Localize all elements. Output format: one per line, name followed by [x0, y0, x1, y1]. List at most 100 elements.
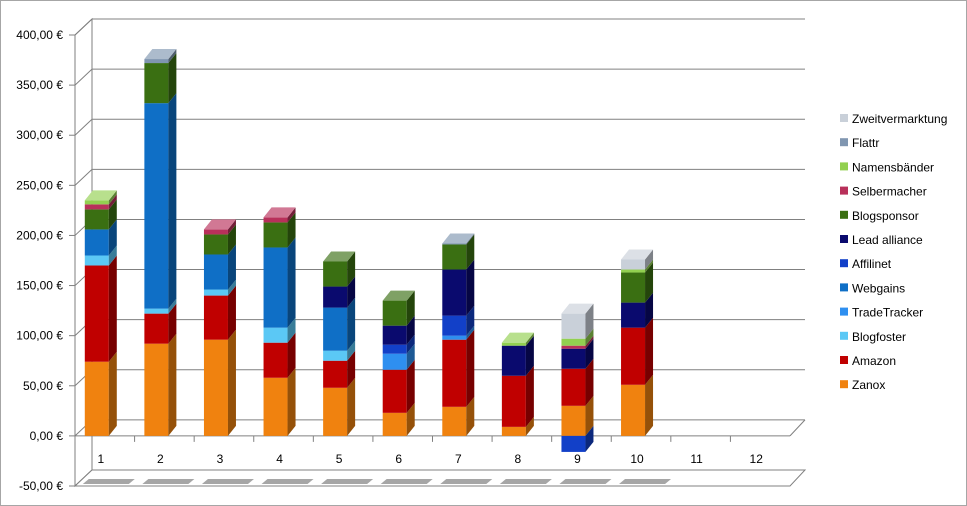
bar-side — [585, 335, 594, 349]
legend-swatch — [840, 235, 848, 243]
bar-segment-zanox — [501, 416, 534, 436]
bar-segment-webgains — [323, 297, 356, 351]
bar-segment-zanox — [323, 377, 356, 436]
legend-item: Blogsponsor — [840, 209, 919, 223]
bar-segment-namensb-nder — [621, 259, 654, 273]
bar-segment-zanox — [203, 329, 236, 436]
bar-front — [442, 315, 467, 336]
legend: Zweitvermarktung Flattr Namensbänder Selber… — [840, 112, 947, 392]
x-tick-label: 1 — [97, 452, 104, 466]
bar-front — [442, 406, 467, 436]
legend-label: Blogsponsor — [852, 209, 919, 223]
bar-front — [621, 259, 646, 270]
bar-top — [621, 249, 654, 260]
legend-swatch — [840, 259, 848, 268]
bar-side — [347, 251, 356, 287]
bar-segment-amazon — [144, 303, 177, 344]
bar-side — [168, 93, 177, 309]
bar-segment-webgains — [144, 93, 177, 309]
y-tick-label: 250,00 € — [16, 178, 63, 192]
bar-segment-lead-alliance — [561, 338, 594, 369]
y-tick-label: 100,00 € — [16, 329, 63, 343]
legend-label: Webgains — [852, 281, 905, 295]
bar-segment-blogsponsor — [144, 53, 177, 104]
bar-side — [585, 425, 594, 452]
bar-side — [406, 334, 415, 354]
bar-front — [501, 375, 526, 427]
legend-item: Blogfoster — [840, 330, 906, 344]
bar-segment-lead-alliance — [621, 292, 654, 328]
bar-front — [621, 269, 646, 273]
bar-front — [84, 255, 109, 266]
bar-front — [263, 247, 288, 328]
bar-front — [561, 405, 586, 436]
floor-bar-shadow — [619, 479, 672, 484]
bar-segment-webgains — [203, 244, 236, 290]
legend-label: Zweitvermarktung — [852, 112, 947, 126]
bar-front — [621, 327, 646, 385]
bar-front — [203, 295, 228, 340]
bar-segment-blogsponsor — [442, 234, 475, 270]
bar-top — [442, 233, 475, 244]
bar-segment-selbermacher — [561, 335, 594, 349]
bar-side — [406, 359, 415, 413]
legend-item: Flattr — [840, 136, 879, 150]
legend-swatch — [840, 138, 848, 147]
bar-front — [144, 59, 169, 64]
bar-front — [561, 313, 586, 339]
bar-front — [382, 300, 407, 326]
bar-side — [585, 328, 594, 346]
bar-segment-zweitvermarktung — [621, 249, 654, 270]
floor-bar-shadow — [559, 479, 612, 484]
bar-side — [108, 219, 117, 256]
bar-segment-selbermacher — [263, 207, 296, 223]
bar-side — [466, 259, 475, 316]
legend-label: Blogfoster — [852, 330, 906, 344]
bar-segment-tradetracker — [442, 325, 475, 340]
bar-segment-amazon — [323, 350, 356, 388]
bar-front — [263, 327, 288, 343]
bar-side — [645, 259, 654, 273]
floor-bar-shadow — [261, 479, 314, 484]
bar-segment-affilinet — [561, 425, 594, 452]
bar-front — [621, 302, 646, 328]
bar-front — [382, 412, 407, 436]
legend-item: Selbermacher — [840, 185, 927, 199]
legend-item: TradeTracker — [840, 306, 923, 320]
x-tick-label: 8 — [515, 452, 522, 466]
bar-side — [406, 343, 415, 370]
legend-item: Webgains — [840, 281, 905, 295]
bar-segment-zanox — [144, 333, 177, 436]
gridline-diag — [74, 118, 93, 136]
bar-segment-blogfoster — [263, 317, 296, 343]
bar-front — [561, 368, 586, 406]
bar-segment-webgains — [263, 237, 296, 328]
bar-front — [621, 384, 646, 436]
x-tick-label: 6 — [395, 452, 402, 466]
bar-top — [382, 290, 415, 301]
bar-front — [323, 307, 348, 351]
bar-segment-blogsponsor — [621, 262, 654, 303]
bar-front — [84, 204, 109, 210]
legend-swatch — [840, 283, 848, 292]
legend-label: Affilinet — [852, 257, 892, 271]
floor-bar-shadow — [499, 479, 552, 484]
legend-item: Affilinet — [840, 257, 892, 271]
bar-segment-zanox — [442, 396, 475, 436]
bar-front — [501, 342, 526, 346]
bar-side — [287, 237, 296, 328]
gridline-diag — [74, 168, 93, 186]
bar-side — [108, 199, 117, 230]
bar-segment-zanox — [84, 351, 117, 436]
bar-side — [287, 212, 296, 248]
bar-segment-affilinet — [382, 334, 415, 354]
bar-top — [561, 303, 594, 314]
legend-item: Amazon — [840, 354, 896, 368]
bar-segment-blogsponsor — [323, 251, 356, 287]
bar-side — [406, 290, 415, 326]
bar-segment-amazon — [263, 332, 296, 378]
legend-swatch — [840, 356, 848, 364]
legend-swatch — [840, 331, 848, 340]
legend-label: Lead alliance — [852, 233, 923, 247]
legend-swatch — [840, 380, 848, 389]
